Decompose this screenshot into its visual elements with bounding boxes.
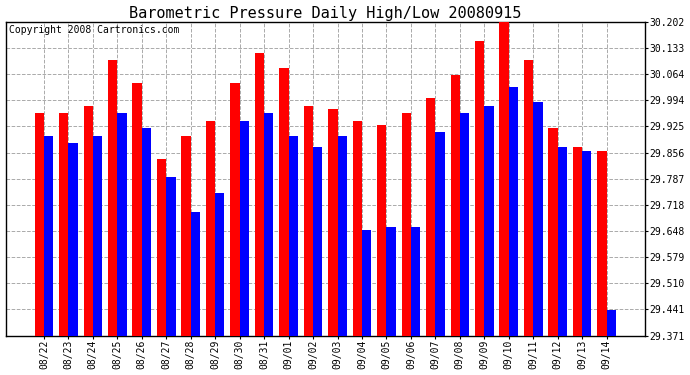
Bar	[181, 136, 190, 336]
Bar	[68, 144, 78, 336]
Bar	[509, 87, 518, 336]
Bar	[279, 68, 288, 336]
Bar	[166, 177, 175, 336]
Bar	[598, 151, 607, 336]
Text: Copyright 2008 Cartronics.com: Copyright 2008 Cartronics.com	[9, 25, 179, 35]
Bar	[304, 106, 313, 336]
Bar	[402, 113, 411, 336]
Bar	[44, 136, 53, 336]
Bar	[230, 83, 239, 336]
Bar	[157, 159, 166, 336]
Bar	[83, 106, 93, 336]
Bar	[411, 226, 420, 336]
Bar	[239, 121, 249, 336]
Bar	[108, 60, 117, 336]
Bar	[313, 147, 322, 336]
Bar	[607, 310, 616, 336]
Bar	[377, 124, 386, 336]
Bar	[533, 102, 542, 336]
Bar	[215, 193, 224, 336]
Bar	[288, 136, 298, 336]
Bar	[206, 121, 215, 336]
Title: Barometric Pressure Daily High/Low 20080915: Barometric Pressure Daily High/Low 20080…	[129, 6, 522, 21]
Bar	[484, 106, 493, 336]
Bar	[549, 128, 558, 336]
Bar	[328, 110, 337, 336]
Bar	[59, 113, 68, 336]
Bar	[500, 22, 509, 336]
Bar	[264, 113, 273, 336]
Bar	[255, 53, 264, 336]
Bar	[451, 75, 460, 336]
Bar	[34, 113, 44, 336]
Bar	[558, 147, 567, 336]
Bar	[460, 113, 469, 336]
Bar	[582, 151, 591, 336]
Bar	[117, 113, 127, 336]
Bar	[386, 226, 396, 336]
Bar	[337, 136, 347, 336]
Bar	[475, 41, 484, 336]
Bar	[426, 98, 435, 336]
Bar	[353, 121, 362, 336]
Bar	[141, 128, 151, 336]
Bar	[524, 60, 533, 336]
Bar	[190, 211, 200, 336]
Bar	[435, 132, 444, 336]
Bar	[362, 230, 371, 336]
Bar	[573, 147, 582, 336]
Bar	[132, 83, 141, 336]
Bar	[93, 136, 102, 336]
